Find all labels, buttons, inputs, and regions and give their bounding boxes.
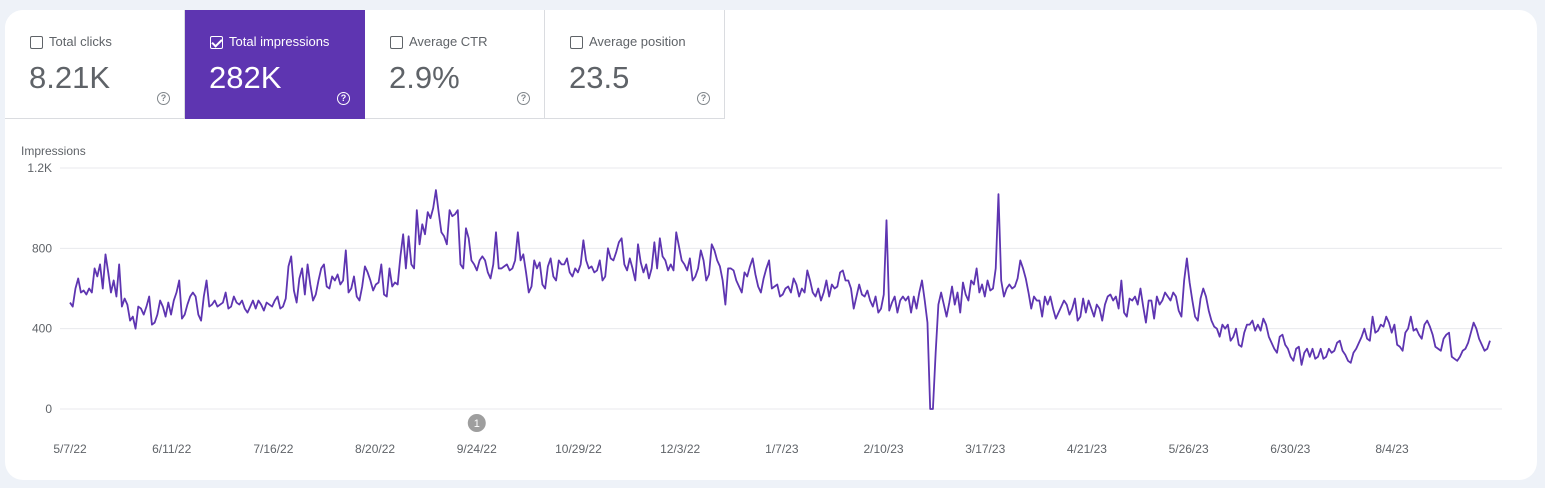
checkbox-icon[interactable]: [30, 36, 43, 49]
checkbox-icon[interactable]: [210, 36, 223, 49]
metric-card-total-clicks[interactable]: Total clicks 8.21K ?: [5, 10, 185, 119]
x-tick-label: 1/7/23: [765, 442, 799, 456]
x-tick-label: 3/17/23: [965, 442, 1005, 456]
help-icon[interactable]: ?: [517, 92, 530, 105]
y-tick-label: 1.2K: [27, 161, 52, 175]
checkbox-icon[interactable]: [390, 36, 403, 49]
metric-label: Total clicks: [49, 34, 112, 49]
metric-card-total-impressions[interactable]: Total impressions 282K ?: [185, 10, 365, 119]
annotation-label: 1: [474, 418, 480, 430]
y-axis-label: Impressions: [21, 144, 86, 158]
metric-label: Average CTR: [409, 34, 488, 49]
x-tick-label: 8/20/22: [355, 442, 395, 456]
x-tick-label: 2/10/23: [864, 442, 904, 456]
x-tick-label: 9/24/22: [457, 442, 497, 456]
x-tick-label: 4/21/23: [1067, 442, 1107, 456]
metric-label: Average position: [589, 34, 686, 49]
annotation-marker: [467, 414, 486, 432]
metric-value: 8.21K: [29, 60, 111, 95]
x-tick-label: 10/29/22: [555, 442, 602, 456]
y-tick-label: 800: [32, 241, 52, 255]
impressions-series-line: [69, 189, 1491, 410]
metric-cards: Total clicks 8.21K ? Total impressions 2…: [5, 10, 725, 120]
help-icon[interactable]: ?: [337, 92, 350, 105]
x-tick-label: 5/26/23: [1169, 442, 1209, 456]
help-icon[interactable]: ?: [157, 92, 170, 105]
x-tick-label: 8/4/23: [1375, 442, 1409, 456]
y-tick-label: 400: [32, 322, 52, 336]
x-tick-label: 12/3/22: [660, 442, 700, 456]
help-icon[interactable]: ?: [697, 92, 710, 105]
metric-value: 2.9%: [389, 60, 460, 95]
metric-card-average-position[interactable]: Average position 23.5 ?: [545, 10, 725, 119]
x-tick-label: 7/16/22: [253, 442, 293, 456]
metric-label: Total impressions: [229, 34, 330, 49]
impressions-chart: Impressions 0 400 800 1.2K 5/7/22 6/11/22 7/16/…: [21, 144, 1502, 456]
y-tick-label: 0: [45, 402, 52, 416]
metric-value: 23.5: [569, 60, 630, 95]
performance-panel: Impressions 0 400 800 1.2K 5/7/22 6/11/22 7/16/…: [5, 10, 1537, 480]
checkbox-icon[interactable]: [570, 36, 583, 49]
x-tick-label: 6/11/22: [152, 442, 191, 456]
x-tick-label: 6/30/23: [1270, 442, 1310, 456]
metric-value: 282K: [209, 60, 282, 95]
x-tick-label: 5/7/22: [53, 442, 87, 456]
metric-card-average-ctr[interactable]: Average CTR 2.9% ?: [365, 10, 545, 119]
